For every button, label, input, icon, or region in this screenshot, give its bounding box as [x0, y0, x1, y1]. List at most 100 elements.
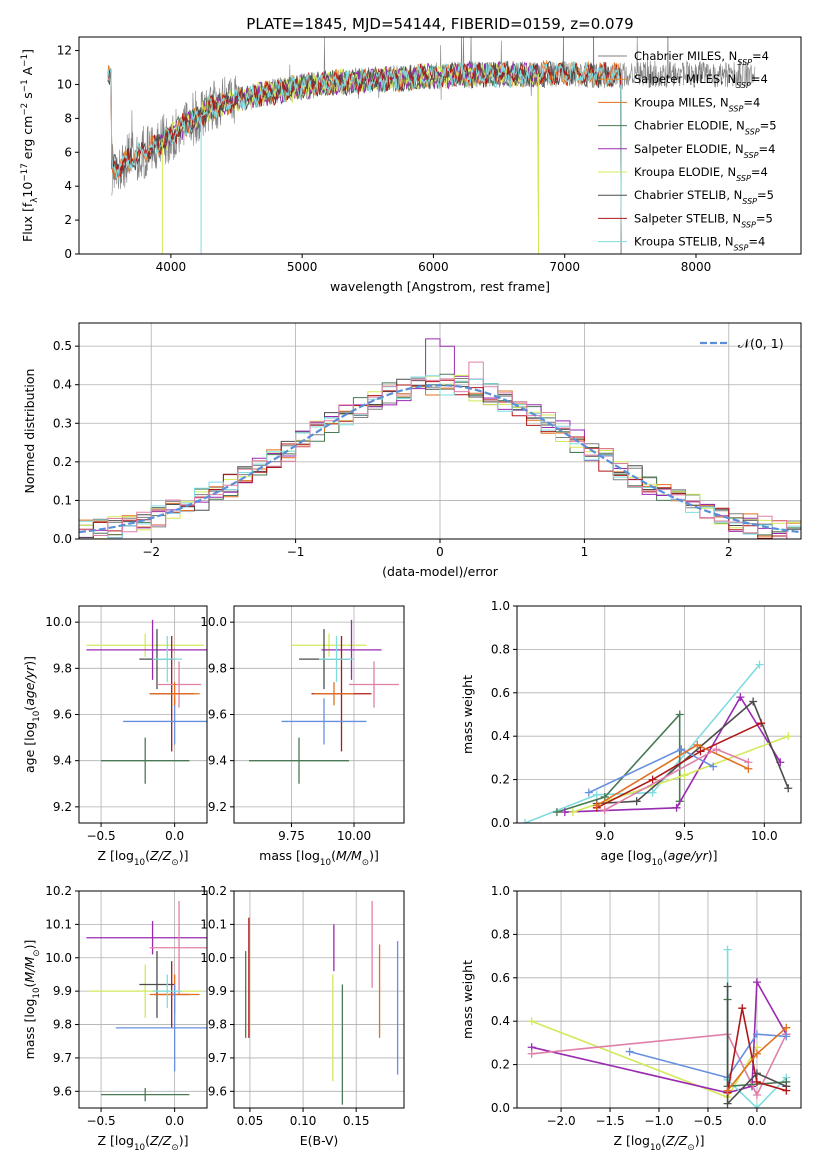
y-tick-label: 0.3 [53, 416, 72, 430]
weight-marker [560, 808, 569, 817]
y-tick-label: 9.6 [53, 708, 72, 722]
x-tick-label: 1 [581, 545, 589, 559]
y-tick-label: 8 [64, 111, 72, 125]
legend-label: Kroupa ELODIE, NSSP=4 [634, 165, 768, 183]
spectrum-legend: Chabrier MILES, NSSP=4 Salpeter MILES, NS… [598, 49, 777, 252]
y-axis-label: Flux [fλ10−17 erg cm−2 s−1 A−1] [20, 49, 40, 242]
legend-label: Kroupa STELIB, NSSP=4 [634, 235, 765, 253]
axes-frame [233, 890, 405, 1109]
y-tick-label: 9.8 [53, 661, 72, 675]
x-tick-label: −2.0 [546, 1114, 575, 1128]
x-tick-label: −0.5 [86, 829, 115, 843]
x-axis-label: mass [log10(M/M⊙)] [259, 848, 379, 868]
plot-area [107, 37, 756, 254]
weight-marker [625, 1047, 634, 1056]
x-axis-label: Z [log10(Z/Z⊙)] [98, 1133, 189, 1153]
x-tick-label: 6000 [418, 260, 449, 274]
x-tick-label: 5000 [287, 260, 318, 274]
legend-label: Kroupa MILES, NSSP=4 [634, 95, 760, 113]
y-tick-label: 10.1 [200, 917, 227, 931]
weight-marker [552, 808, 561, 817]
weight-marker [752, 978, 761, 987]
weight-marker [680, 771, 689, 780]
y-tick-label: 10.0 [45, 615, 72, 629]
y-tick-label: 0.5 [53, 339, 72, 353]
x-tick-label: −1.0 [644, 1114, 673, 1128]
y-tick-label: 0.2 [491, 1058, 510, 1072]
legend-label: Chabrier ELODIE, NSSP=5 [634, 119, 777, 137]
weight-marker [712, 745, 721, 754]
y-tick-label: 0.8 [491, 642, 510, 656]
y-tick-label: 9.6 [208, 1084, 227, 1098]
weight-marker [744, 758, 753, 767]
legend-label: Chabrier STELIB, NSSP=5 [634, 188, 774, 206]
plot-area [520, 660, 793, 823]
x-tick-label: 0.15 [343, 1114, 370, 1128]
weight-marker [600, 805, 609, 814]
y-tick-label: 4 [64, 179, 72, 193]
age_vs_mass-panel: 9.75 10.00 9.2 9.4 9.6 9.8 10.0 mass [log10(M/M… [200, 605, 405, 868]
y-tick-label: 10.2 [200, 884, 227, 898]
weight-marker [784, 732, 793, 741]
x-tick-label: 0.0 [165, 1114, 184, 1128]
figure-title: PLATE=1845, MJD=54144, FIBERID=0159, z=0… [246, 15, 633, 33]
y-tick-label: 10.2 [45, 884, 72, 898]
y-tick-label: 9.2 [208, 800, 227, 814]
y-tick-label: 0.2 [491, 773, 510, 787]
y-tick-label: 9.8 [53, 1018, 72, 1032]
y-tick-label: 0.6 [491, 971, 510, 985]
weight-marker [675, 710, 684, 719]
x-tick-label: −0.5 [693, 1114, 722, 1128]
weight-series-line [596, 722, 762, 809]
axes-frame [78, 36, 802, 255]
y-axis-label: mass weight [460, 960, 475, 1039]
spectrum-model-line [107, 60, 622, 254]
x-tick-label: 9.0 [595, 829, 614, 843]
axes-frame [78, 890, 208, 1109]
weight-marker [752, 1069, 761, 1078]
y-tick-label: 9.9 [53, 984, 72, 998]
weight-marker [738, 1004, 747, 1013]
y-tick-label: 10.0 [200, 615, 227, 629]
weight-marker [709, 762, 718, 771]
y-tick-label: 0.0 [491, 1101, 510, 1115]
y-tick-label: 0 [64, 247, 72, 261]
age_vs_Z-panel: −0.5 0.0 9.2 9.4 9.6 9.8 10.0 Z [log10(Z/Z⊙)] ag… [22, 605, 208, 868]
y-tick-label: 0.0 [491, 816, 510, 830]
gaussian-curve [79, 383, 801, 534]
x-tick-label: 4000 [156, 260, 187, 274]
weight-marker [592, 790, 601, 799]
weight-series-line [596, 700, 789, 805]
y-tick-label: 1.0 [491, 599, 510, 613]
weight_vs_age-panel: 9.0 9.5 10.0 0.0 0.2 0.4 0.6 0.8 1.0 age [log10(a… [460, 599, 802, 868]
plot-area [245, 901, 399, 1105]
x-axis-label: (data-model)/error [382, 564, 499, 579]
weight-series-line [726, 1008, 787, 1093]
weight-marker [723, 982, 732, 991]
y-axis-label: age [log10(age/yr)] [22, 656, 42, 773]
weight-marker [752, 1030, 761, 1039]
legend-label: Salpeter ELODIE, NSSP=4 [634, 142, 775, 160]
weight-marker [584, 788, 593, 797]
weight-series-line [531, 1020, 758, 1099]
plot-area [86, 901, 207, 1102]
y-tick-label: 0.4 [491, 1014, 510, 1028]
weight-marker [592, 801, 601, 810]
x-tick-label: 7000 [549, 260, 580, 274]
y-tick-label: 10 [57, 77, 72, 91]
weight-marker [568, 808, 577, 817]
weight-marker [784, 784, 793, 793]
weight-marker [752, 1077, 761, 1086]
x-tick-label: 2 [725, 545, 733, 559]
weight-marker [677, 745, 686, 754]
plot-area [86, 619, 207, 784]
x-axis-label: Z [log10(Z/Z⊙)] [98, 848, 189, 868]
weight-marker [520, 819, 529, 823]
x-tick-label: 9.5 [675, 829, 694, 843]
weight-series-line [726, 986, 787, 1106]
x-axis-label: Z [log10(Z/Z⊙)] [614, 1133, 705, 1153]
legend-label: Salpeter STELIB, NSSP=5 [634, 211, 773, 229]
weight-marker [723, 1086, 732, 1095]
residuals-panel: −2 −1 0 1 2 0.0 0.1 0.2 0.3 0.4 0.5 (data-model)/er… [22, 322, 802, 579]
